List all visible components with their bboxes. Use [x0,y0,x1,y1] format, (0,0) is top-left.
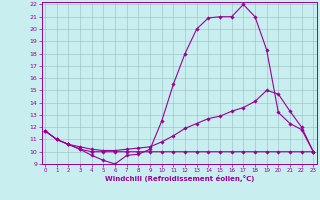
X-axis label: Windchill (Refroidissement éolien,°C): Windchill (Refroidissement éolien,°C) [105,175,254,182]
